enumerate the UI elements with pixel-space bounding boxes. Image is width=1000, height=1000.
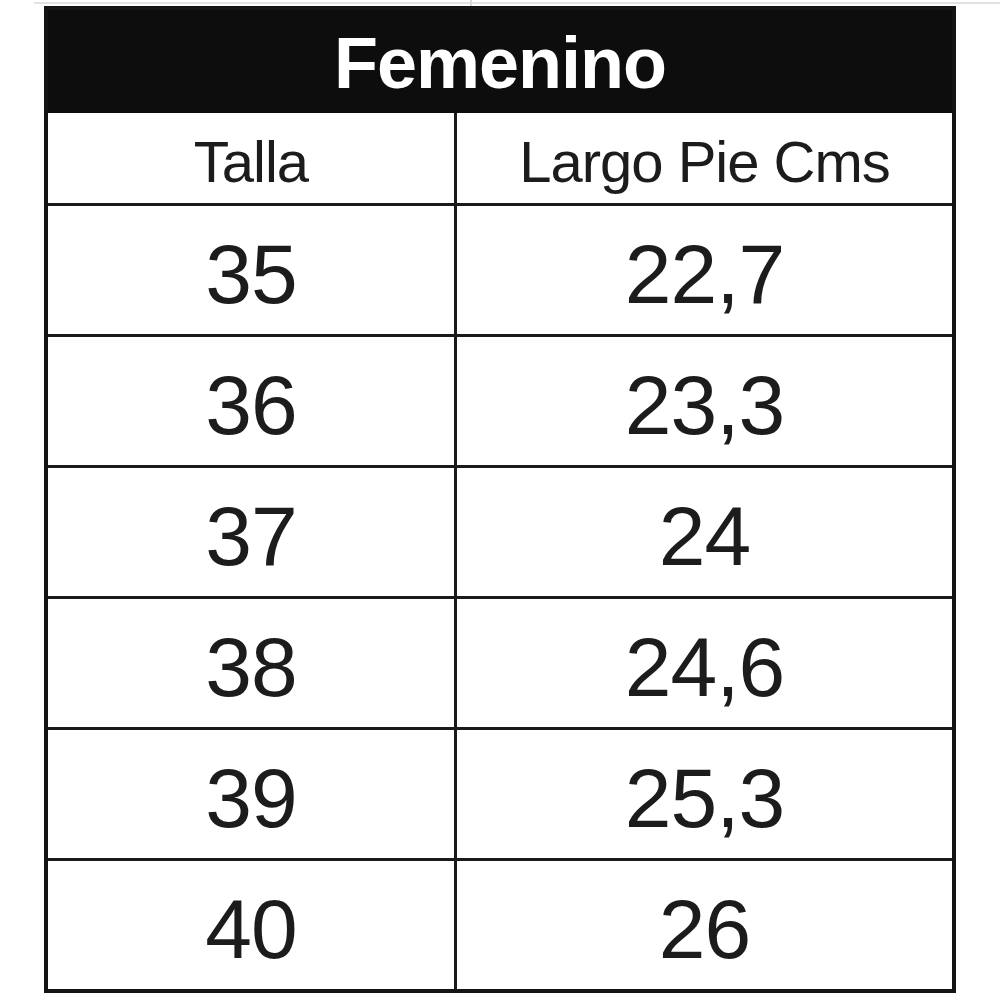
- table-row: 38 24,6: [48, 596, 952, 727]
- foot-length-cell: 26: [457, 861, 952, 989]
- table-row: 37 24: [48, 465, 952, 596]
- column-header-talla: Talla: [48, 113, 457, 203]
- table-row: 36 23,3: [48, 334, 952, 465]
- foot-length-cell: 24,6: [457, 599, 952, 727]
- size-cell: 35: [48, 206, 457, 334]
- foot-length-cell: 24: [457, 468, 952, 596]
- column-header-row: Talla Largo Pie Cms: [48, 113, 952, 203]
- column-header-largo-pie-cms: Largo Pie Cms: [457, 113, 952, 203]
- size-chart-image: Femenino Talla Largo Pie Cms 35 22,7 36 …: [0, 0, 1000, 1000]
- size-cell: 38: [48, 599, 457, 727]
- size-cell: 39: [48, 730, 457, 858]
- gridline-artifact-horizontal: [34, 2, 1000, 4]
- foot-length-cell: 25,3: [457, 730, 952, 858]
- table-row: 40 26: [48, 858, 952, 989]
- table-row: 35 22,7: [48, 203, 952, 334]
- women-shoe-size-table: Femenino Talla Largo Pie Cms 35 22,7 36 …: [44, 6, 956, 993]
- foot-length-cell: 22,7: [457, 206, 952, 334]
- table-row: 39 25,3: [48, 727, 952, 858]
- size-cell: 40: [48, 861, 457, 989]
- size-cell: 37: [48, 468, 457, 596]
- foot-length-cell: 23,3: [457, 337, 952, 465]
- table-title: Femenino: [48, 10, 952, 113]
- size-cell: 36: [48, 337, 457, 465]
